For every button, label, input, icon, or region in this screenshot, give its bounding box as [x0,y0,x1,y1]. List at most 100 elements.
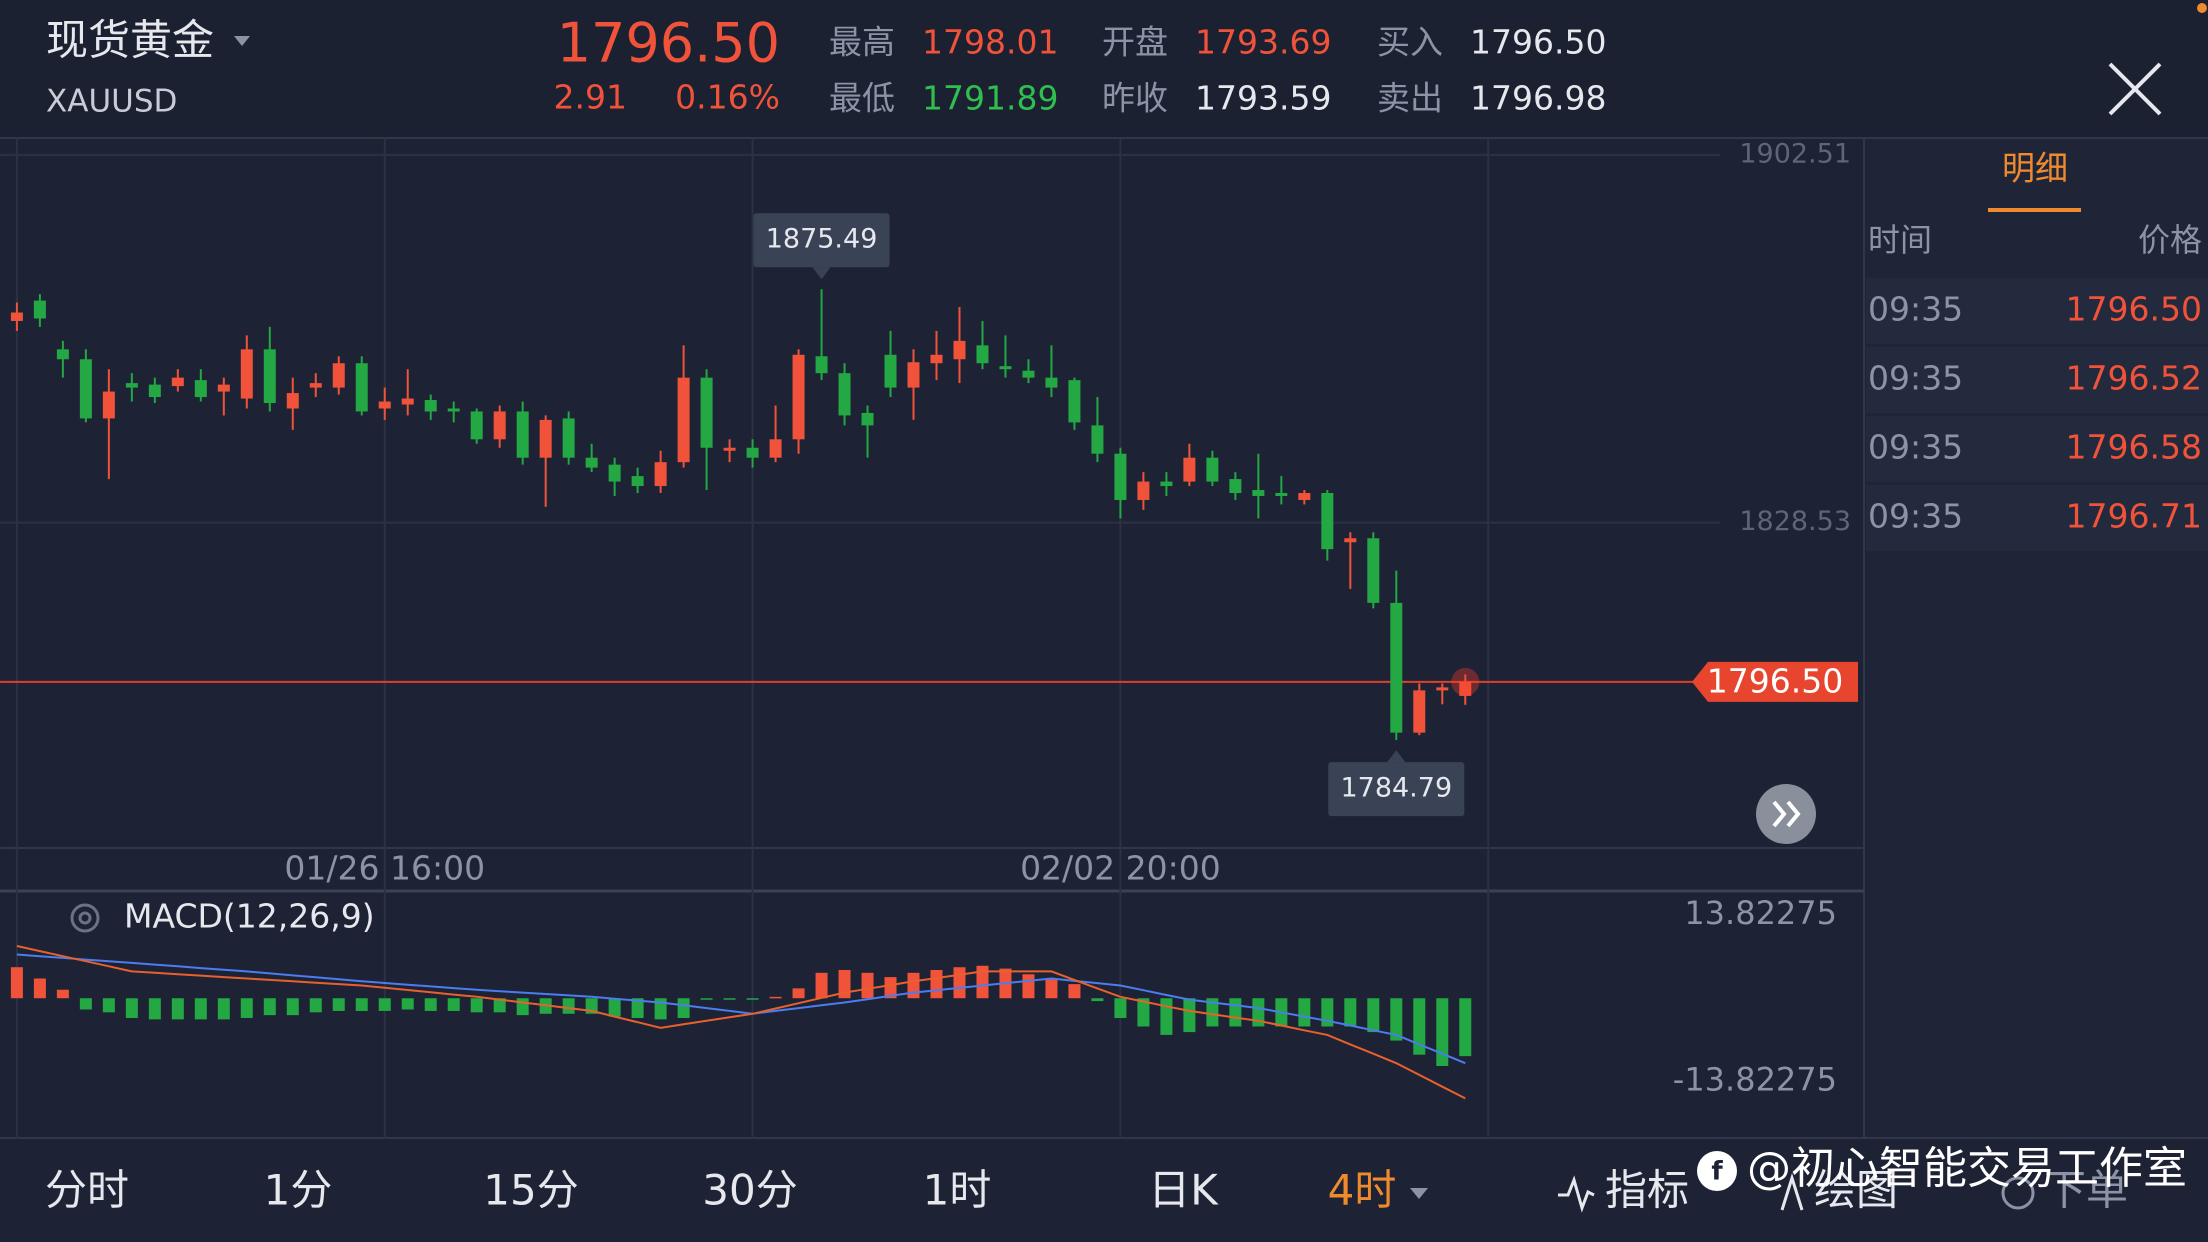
candle-body [1298,493,1311,500]
header-bar [0,0,2208,138]
candle-body [217,384,230,392]
stat-label: 最低 [829,79,895,118]
detail-price: 1796.58 [2066,428,2202,467]
stat-label: 最高 [829,23,895,62]
candle-body [447,408,460,412]
expand-icon[interactable] [1772,800,1787,828]
stat-value: 1796.98 [1470,79,1606,118]
period-button[interactable]: 1分 [264,1166,333,1215]
candle-body [562,418,575,458]
gear[interactable] [70,903,100,933]
candle-body [1022,370,1035,378]
histogram-bar [1436,998,1449,1067]
candle-body [769,439,782,458]
instrument-name[interactable]: 现货黄金 [46,16,214,65]
candle-body [493,411,506,440]
column-header: 时间 [1868,221,1932,259]
indicator-icon[interactable] [1558,1175,1595,1213]
candle-body [723,447,736,451]
stat-value: 1793.59 [1195,79,1331,118]
candle-body [654,462,667,487]
period-button-active[interactable]: 4时 [1328,1166,1397,1215]
histogram-bar [1160,998,1173,1035]
detail-price: 1796.50 [2066,290,2202,329]
order-icon[interactable] [2001,1176,2035,1210]
last-price: 1796.50 [557,12,780,75]
candle-body [263,349,276,404]
status-dot [2197,3,2207,13]
candle-body [884,354,897,388]
histogram-bar [562,998,575,1014]
histogram-bar [240,998,253,1018]
expand-icon[interactable] [1786,800,1801,828]
histogram-bar [631,998,644,1018]
draw-icon[interactable] [1780,1172,1804,1211]
tool-button[interactable]: 绘图 [1814,1166,1898,1215]
histogram-bar [930,969,943,999]
candle-body [907,362,920,388]
indicator-line [16,953,1466,1065]
histogram-bar [792,988,805,999]
y-tick-label: 1902.51 [1739,138,1851,169]
expand-button[interactable] [1756,784,1816,844]
candle-body [516,411,529,458]
toolbar: 分时 1分 15分 30分 1时 日K 4时 指标 绘图 下单 [45,1166,2128,1215]
x-tick-label: 02/02 20:00 [1020,849,1221,888]
histogram-bar [1091,998,1104,1002]
histogram-bar [1390,998,1403,1041]
candle-body [1459,681,1472,696]
detail-price: 1796.52 [2066,359,2202,398]
candle-body [746,447,759,458]
period-button[interactable]: 日K [1148,1166,1219,1215]
candle-body [585,457,598,468]
histogram-bar [332,998,345,1011]
histogram-bar [309,998,322,1013]
period-button[interactable]: 分时 [45,1166,129,1215]
price-tag-label: 1796.50 [1707,661,1843,700]
histogram-bar [148,998,161,1020]
detail-tab[interactable]: 明细 [2002,149,2068,188]
histogram-bar [861,972,874,999]
close-icon[interactable] [2108,62,2162,116]
tab-underline [1988,208,2081,212]
y-tick-label: 13.82275 [1684,894,1837,932]
detail-price: 1796.71 [2066,497,2202,536]
histogram-bar [217,998,230,1020]
candle-body [1252,490,1265,496]
histogram-bar [401,998,414,1010]
detail-rows: 09:35 1796.50 09:35 1796.52 09:35 1796.58 09:3… [1866,278,2208,551]
indicator-title: MACD(12,26,9) [124,897,375,936]
dropdown-arrow[interactable] [1410,1188,1428,1199]
y-tick-label: 1828.53 [1739,506,1851,537]
histogram-bar [1344,998,1357,1027]
histogram-bar [1206,998,1219,1027]
candle-body [1436,687,1449,691]
stat-label: 开盘 [1102,23,1168,62]
candle-body [470,411,483,440]
period-button[interactable]: 1时 [923,1166,992,1215]
close-button[interactable] [2108,62,2162,116]
detail-time: 09:35 [1868,290,1963,329]
settings-icon[interactable] [70,903,100,933]
dropdown-arrow[interactable] [234,36,250,46]
histogram-bar [815,972,828,999]
histogram-bar [677,998,690,1018]
histogram-bar [10,967,23,999]
candle-body [1229,479,1242,493]
high-annotation: 1875.49 [766,224,878,255]
tool-button[interactable]: 下单 [2044,1166,2128,1215]
period-button[interactable]: 15分 [483,1166,578,1215]
period-button[interactable]: 30分 [702,1166,797,1215]
candle-body [401,398,414,405]
candle-body [999,366,1012,370]
stat-label: 卖出 [1377,79,1443,118]
histogram-bar [746,998,759,1000]
annotation-pointer [812,267,831,280]
detail-row [1866,278,2208,344]
gear[interactable] [78,911,92,925]
histogram-bar [33,978,46,999]
candle-body [1183,457,1196,482]
tool-button[interactable]: 指标 [1605,1166,1689,1215]
